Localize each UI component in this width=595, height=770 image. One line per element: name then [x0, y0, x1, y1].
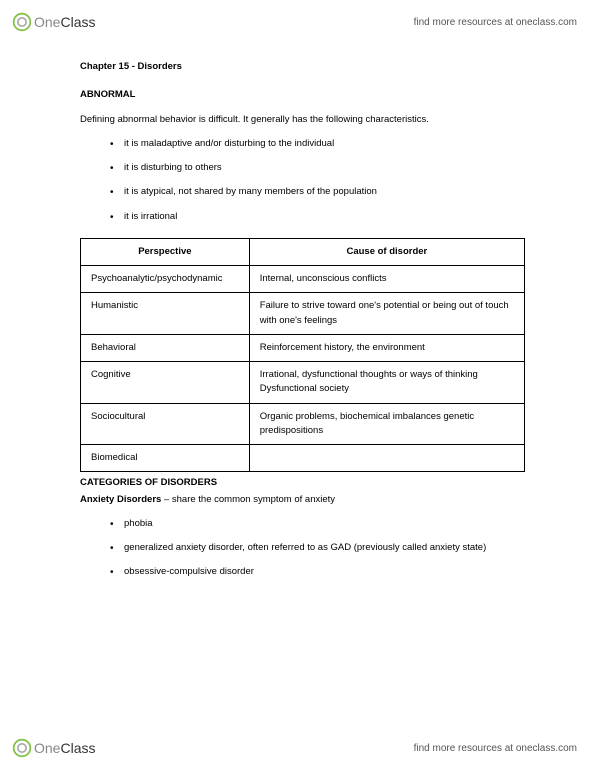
- anxiety-heading: Anxiety Disorders: [80, 494, 161, 505]
- list-item: generalized anxiety disorder, often refe…: [110, 541, 525, 555]
- brand-logo: OneClass: [12, 12, 95, 32]
- list-item: it is disturbing to others: [110, 161, 525, 175]
- cell-perspective: Psychoanalytic/psychodynamic: [81, 266, 250, 293]
- abnormal-characteristics-list: it is maladaptive and/or disturbing to t…: [80, 137, 525, 224]
- cell-perspective: Sociocultural: [81, 403, 250, 445]
- cell-cause: [249, 445, 524, 472]
- cell-cause: Reinforcement history, the environment: [249, 334, 524, 361]
- cell-cause: Failure to strive toward one's potential…: [249, 293, 524, 335]
- list-item: obsessive-compulsive disorder: [110, 565, 525, 579]
- brand-class: Class: [60, 740, 95, 756]
- col-header-cause: Cause of disorder: [249, 238, 524, 265]
- cell-perspective: Behavioral: [81, 334, 250, 361]
- chapter-title: Chapter 15 - Disorders: [80, 60, 525, 74]
- list-item: phobia: [110, 517, 525, 531]
- anxiety-intro-line: Anxiety Disorders – share the common sym…: [80, 493, 525, 507]
- abnormal-intro: Defining abnormal behavior is difficult.…: [80, 113, 525, 127]
- brand-one: One: [34, 14, 60, 30]
- section-categories-heading: CATEGORIES OF DISORDERS: [80, 476, 525, 490]
- logo-icon: [12, 12, 32, 32]
- brand-logo-footer: OneClass: [12, 738, 95, 758]
- perspectives-table: Perspective Cause of disorder Psychoanal…: [80, 238, 525, 473]
- table-row: Biomedical: [81, 445, 525, 472]
- table-row: Behavioral Reinforcement history, the en…: [81, 334, 525, 361]
- page-footer: OneClass find more resources at oneclass…: [0, 732, 595, 764]
- list-item: it is maladaptive and/or disturbing to t…: [110, 137, 525, 151]
- table-header-row: Perspective Cause of disorder: [81, 238, 525, 265]
- cell-cause: Internal, unconscious conflicts: [249, 266, 524, 293]
- table-row: Sociocultural Organic problems, biochemi…: [81, 403, 525, 445]
- anxiety-desc: – share the common symptom of anxiety: [161, 494, 335, 505]
- brand-class: Class: [60, 14, 95, 30]
- col-header-perspective: Perspective: [81, 238, 250, 265]
- cell-perspective: Biomedical: [81, 445, 250, 472]
- list-item: it is atypical, not shared by many membe…: [110, 185, 525, 199]
- page-header: OneClass find more resources at oneclass…: [0, 6, 595, 38]
- table-row: Cognitive Irrational, dysfunctional thou…: [81, 362, 525, 404]
- cell-perspective: Humanistic: [81, 293, 250, 335]
- list-item: it is irrational: [110, 210, 525, 224]
- footer-tagline: find more resources at oneclass.com: [414, 743, 577, 754]
- anxiety-disorders-list: phobia generalized anxiety disorder, oft…: [80, 517, 525, 580]
- logo-icon: [12, 738, 32, 758]
- table-row: Psychoanalytic/psychodynamic Internal, u…: [81, 266, 525, 293]
- brand-name-footer: OneClass: [34, 740, 95, 756]
- table-row: Humanistic Failure to strive toward one'…: [81, 293, 525, 335]
- brand-name: OneClass: [34, 14, 95, 30]
- header-tagline: find more resources at oneclass.com: [414, 17, 577, 28]
- brand-one: One: [34, 740, 60, 756]
- cell-perspective: Cognitive: [81, 362, 250, 404]
- section-abnormal-heading: ABNORMAL: [80, 88, 525, 102]
- document-body: Chapter 15 - Disorders ABNORMAL Defining…: [80, 60, 525, 594]
- cell-cause: Organic problems, biochemical imbalances…: [249, 403, 524, 445]
- cell-cause: Irrational, dysfunctional thoughts or wa…: [249, 362, 524, 404]
